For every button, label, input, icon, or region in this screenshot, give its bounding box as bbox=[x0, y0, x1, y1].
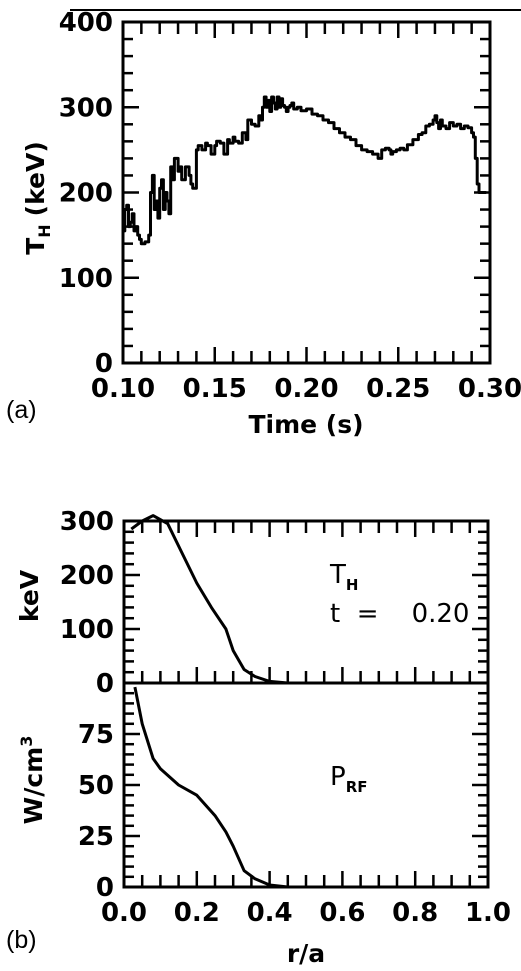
y-tick-label: 200 bbox=[60, 561, 114, 591]
y-tick-label: 0 bbox=[95, 349, 113, 379]
panel-b-lower-ticks bbox=[122, 681, 490, 889]
panel-b-upper-ticks bbox=[122, 519, 490, 685]
y-tick-label: 100 bbox=[59, 264, 113, 294]
panel-b-upper: 0 100 200 300 keV TH t = 0.20 bbox=[15, 507, 490, 699]
panel-a-label: (a) bbox=[6, 396, 37, 424]
panel-a-ylabel: TH (keV) bbox=[21, 141, 54, 255]
panel-b-lower-ylabel-unit: W/cm bbox=[19, 747, 48, 825]
panel-b-lower-tick-labels: 0 25 50 75 0.0 0.2 0.4 0.6 0.8 1.0 bbox=[78, 720, 511, 928]
panel-b-lower-ylabel: W/cm3 bbox=[17, 736, 48, 825]
y-tick-label: 50 bbox=[78, 771, 114, 801]
panel-b-lower-xlabel: r/a bbox=[287, 939, 325, 968]
panel-b-upper-annotation-name: T bbox=[329, 560, 346, 590]
panel-b-lower-series-line bbox=[133, 686, 361, 889]
y-tick-label: 0 bbox=[96, 873, 114, 903]
panel-b-upper-series-line bbox=[130, 514, 288, 685]
panel-a-ticks bbox=[121, 20, 492, 365]
x-tick-label: 0.8 bbox=[392, 898, 438, 928]
panel-a-xlabel: Time (s) bbox=[248, 410, 363, 439]
panel-b-label: (b) bbox=[6, 926, 37, 954]
panel-b-lower-annotation: PRF bbox=[330, 762, 367, 796]
panel-b-lower-annotation-subscript: RF bbox=[346, 778, 368, 796]
panel-b-upper-tick-labels: 0 100 200 300 bbox=[60, 507, 114, 699]
panel-b-lower-annotation-name: P bbox=[330, 762, 346, 792]
panel-a-series-line bbox=[123, 95, 487, 246]
panel-a-ylabel-symbol: T bbox=[21, 238, 50, 255]
panel-b-upper-annotation-symbol: TH bbox=[329, 560, 358, 594]
x-tick-label: 0.4 bbox=[247, 898, 293, 928]
panel-b-upper-annotation-subscript: H bbox=[346, 576, 359, 594]
x-tick-label: 0.6 bbox=[319, 898, 365, 928]
panel-a-ylabel-subscript: H bbox=[35, 224, 54, 237]
y-tick-label: 0 bbox=[96, 669, 114, 699]
panel-b-lower-ylabel-superscript: 3 bbox=[17, 736, 36, 747]
panel-a-ylabel-unit: (keV) bbox=[21, 141, 50, 216]
x-tick-label: 1.0 bbox=[465, 898, 511, 928]
panel-b-upper-annotation-time: t = 0.20 bbox=[330, 599, 469, 629]
x-tick-label: 0.20 bbox=[274, 374, 338, 404]
y-tick-label: 25 bbox=[78, 822, 114, 852]
x-tick-label: 0.0 bbox=[101, 898, 147, 928]
x-tick-label: 0.2 bbox=[174, 898, 220, 928]
x-tick-label: 0.15 bbox=[183, 374, 247, 404]
y-tick-label: 100 bbox=[60, 615, 114, 645]
x-tick-label: 0.30 bbox=[458, 374, 521, 404]
panel-a-tick-labels: 0 100 200 300 400 0.10 0.15 0.20 0.25 0.30 bbox=[59, 8, 521, 404]
panel-a-frame bbox=[121, 20, 492, 365]
panel-b-upper-ylabel: keV bbox=[15, 569, 44, 622]
panel-a: 0 100 200 300 400 0.10 0.15 0.20 0.25 0.30 Time (… bbox=[6, 8, 521, 439]
x-tick-label: 0.10 bbox=[91, 374, 155, 404]
y-tick-label: 300 bbox=[59, 93, 113, 123]
y-tick-label: 300 bbox=[60, 507, 114, 537]
y-tick-label: 400 bbox=[59, 8, 113, 38]
y-tick-label: 200 bbox=[59, 179, 113, 209]
x-tick-label: 0.25 bbox=[366, 374, 430, 404]
y-tick-label: 75 bbox=[78, 720, 114, 750]
